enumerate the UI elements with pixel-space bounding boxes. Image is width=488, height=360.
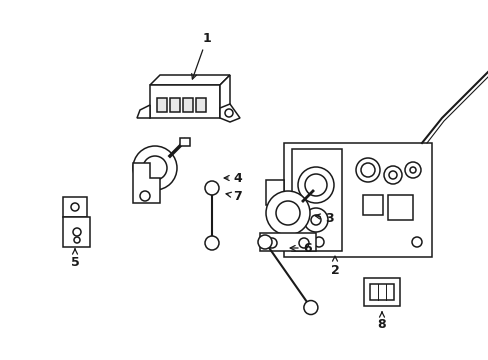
Polygon shape bbox=[362, 195, 382, 215]
Polygon shape bbox=[369, 284, 393, 300]
Polygon shape bbox=[180, 138, 190, 146]
Polygon shape bbox=[133, 163, 160, 203]
Circle shape bbox=[142, 156, 167, 180]
Circle shape bbox=[133, 146, 177, 190]
Circle shape bbox=[73, 228, 81, 236]
Polygon shape bbox=[170, 98, 180, 112]
Text: 7: 7 bbox=[225, 189, 242, 202]
Text: 3: 3 bbox=[314, 212, 334, 225]
Text: 6: 6 bbox=[289, 242, 312, 255]
Text: 2: 2 bbox=[330, 256, 339, 276]
Circle shape bbox=[304, 208, 327, 232]
Polygon shape bbox=[137, 105, 150, 118]
Polygon shape bbox=[220, 104, 240, 122]
Circle shape bbox=[204, 236, 219, 250]
Polygon shape bbox=[183, 98, 193, 112]
Circle shape bbox=[355, 158, 379, 182]
Circle shape bbox=[305, 174, 326, 196]
Circle shape bbox=[388, 171, 396, 179]
Text: 5: 5 bbox=[70, 249, 79, 269]
Polygon shape bbox=[150, 75, 229, 85]
Circle shape bbox=[409, 167, 415, 173]
Circle shape bbox=[265, 191, 309, 235]
Polygon shape bbox=[387, 195, 412, 220]
Circle shape bbox=[313, 237, 324, 247]
Circle shape bbox=[303, 301, 317, 315]
Circle shape bbox=[140, 191, 150, 201]
Polygon shape bbox=[196, 98, 205, 112]
Circle shape bbox=[297, 167, 333, 203]
Circle shape bbox=[224, 109, 232, 117]
Circle shape bbox=[383, 166, 401, 184]
Polygon shape bbox=[260, 233, 315, 251]
Polygon shape bbox=[63, 197, 87, 217]
Polygon shape bbox=[220, 75, 229, 118]
Polygon shape bbox=[363, 278, 399, 306]
Circle shape bbox=[258, 235, 271, 249]
Polygon shape bbox=[291, 149, 341, 251]
Circle shape bbox=[204, 181, 219, 195]
Circle shape bbox=[411, 237, 421, 247]
Circle shape bbox=[360, 163, 374, 177]
Text: 4: 4 bbox=[224, 171, 242, 185]
Circle shape bbox=[275, 201, 299, 225]
Polygon shape bbox=[265, 180, 284, 205]
Circle shape bbox=[74, 237, 80, 243]
Circle shape bbox=[404, 162, 420, 178]
Polygon shape bbox=[63, 217, 90, 247]
Polygon shape bbox=[150, 85, 220, 118]
Circle shape bbox=[71, 203, 79, 211]
Text: 1: 1 bbox=[191, 32, 211, 79]
Circle shape bbox=[293, 237, 304, 247]
Polygon shape bbox=[284, 143, 431, 257]
Circle shape bbox=[266, 238, 276, 248]
Polygon shape bbox=[157, 98, 167, 112]
Text: 8: 8 bbox=[377, 312, 386, 332]
Circle shape bbox=[298, 238, 308, 248]
Circle shape bbox=[310, 215, 320, 225]
